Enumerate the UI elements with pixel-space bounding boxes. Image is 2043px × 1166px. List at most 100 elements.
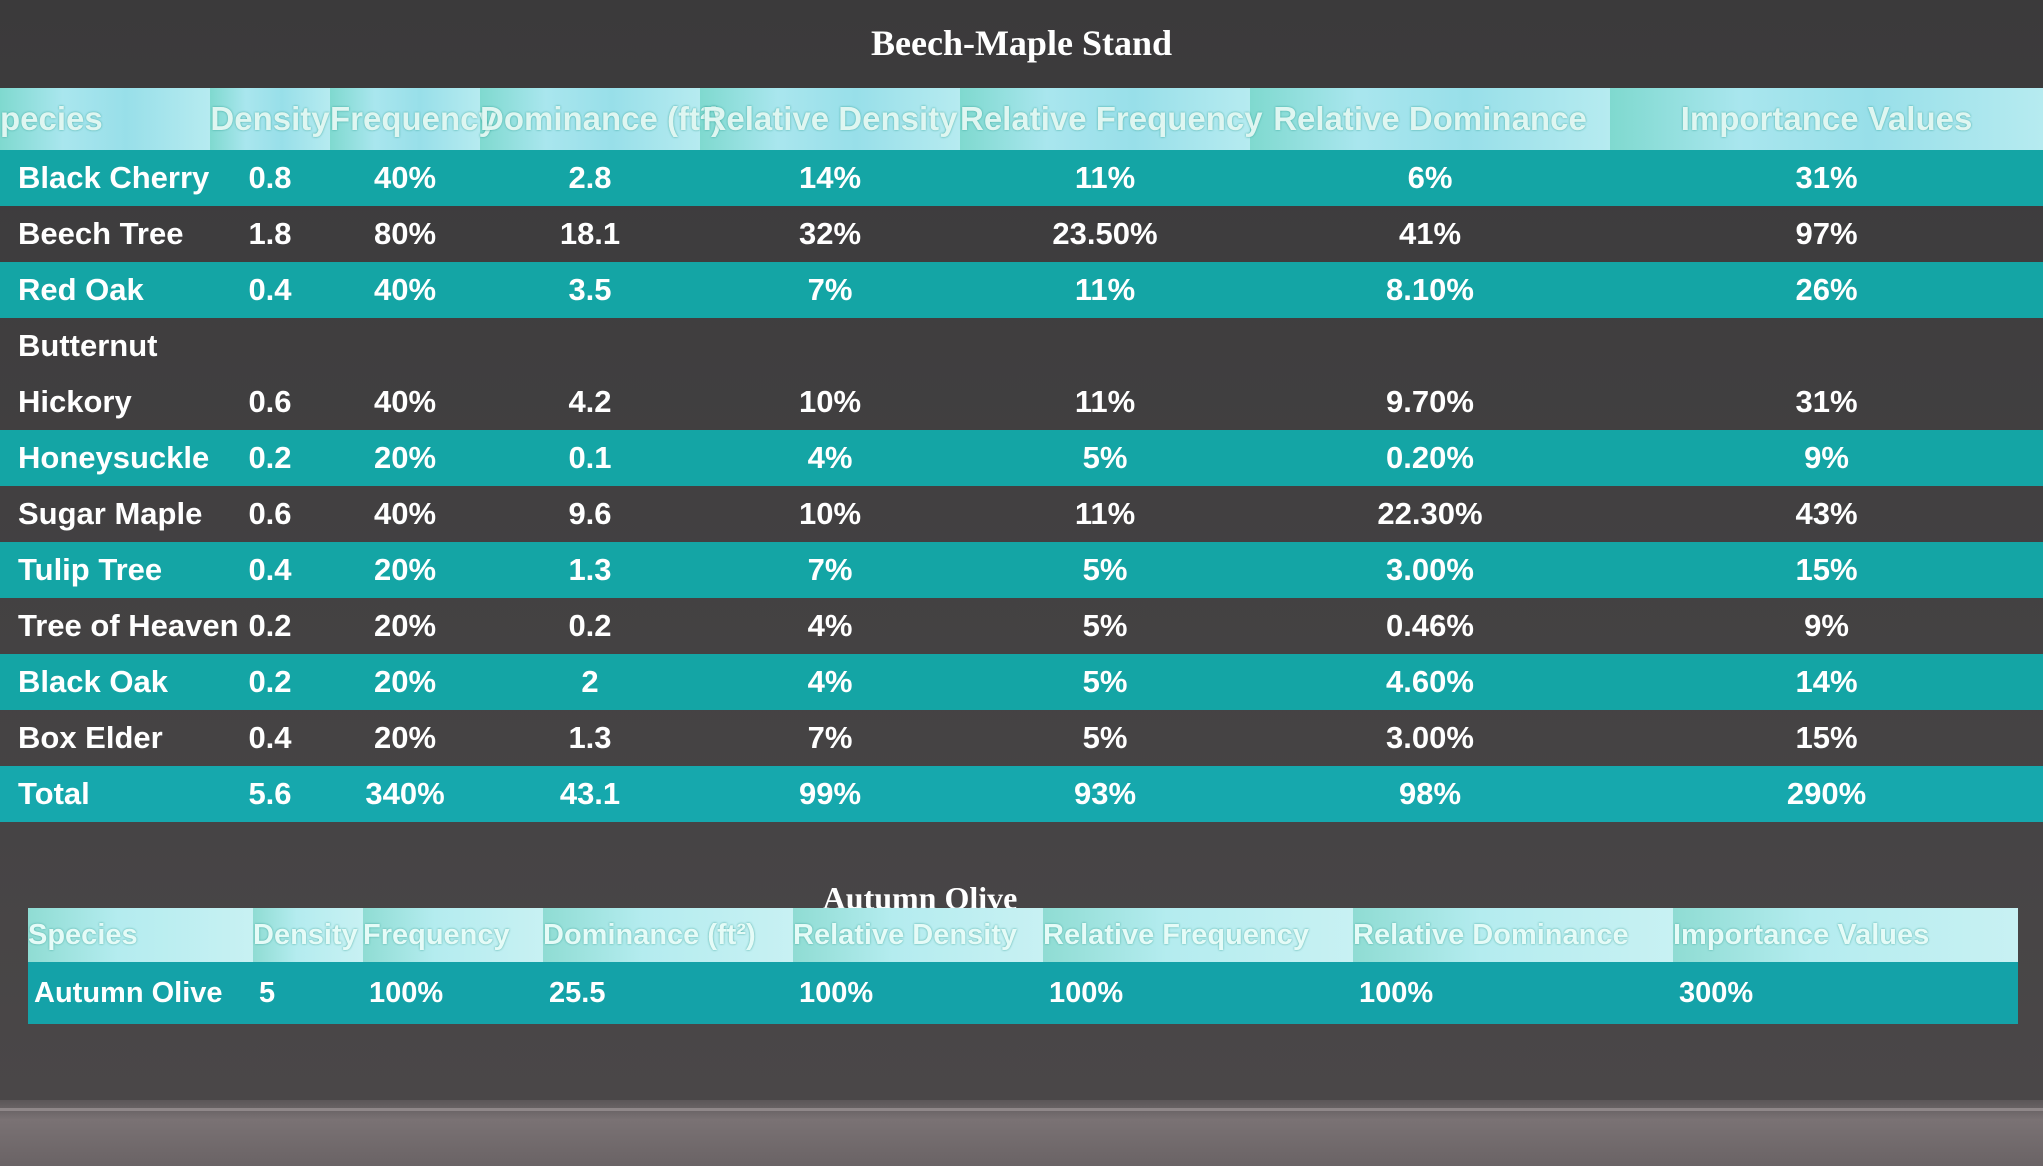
cell-relative-frequency[interactable]: 5% (960, 430, 1250, 486)
cell-importance-values[interactable]: 15% (1795, 720, 1858, 755)
cell-relative-frequency[interactable]: 5% (1082, 608, 1128, 643)
cell-relative-density[interactable] (700, 318, 960, 374)
cell-importance-values[interactable]: 97% (1795, 216, 1858, 251)
olive-header-relative-dominance[interactable]: Relative Dominance (1353, 908, 1673, 962)
cell-density[interactable]: 0.2 (248, 608, 292, 643)
cell-relative-dominance[interactable]: 3.00% (1250, 542, 1610, 598)
cell-density[interactable]: 1.8 (248, 216, 292, 251)
cell-species[interactable]: Tulip Tree (0, 542, 210, 598)
cell-species[interactable]: Tree of Heaven (18, 608, 239, 643)
cell-relative-density[interactable]: 4% (700, 654, 960, 710)
olive-cell-relative-dominance[interactable]: 100% (1353, 962, 1673, 1024)
cell-relative-dominance[interactable]: 3.00% (1386, 720, 1474, 755)
header-density[interactable]: Density (210, 88, 330, 150)
olive-cell-density[interactable]: 5 (253, 962, 363, 1024)
header-importance-values[interactable]: Importance Values (1610, 88, 2043, 150)
olive-header-relative-density[interactable]: Relative Density (793, 908, 1043, 962)
cell-frequency[interactable]: 20% (373, 720, 437, 755)
cell-relative-frequency[interactable]: 5% (1082, 720, 1128, 755)
cell-frequency[interactable]: 20% (330, 542, 480, 598)
olive-cell-species[interactable]: Autumn Olive (28, 962, 253, 1024)
cell-relative-dominance[interactable]: 41% (1398, 216, 1462, 251)
header-relative-frequency[interactable]: Relative Frequency (960, 88, 1263, 150)
cell-species[interactable]: Beech Tree (18, 216, 184, 251)
cell-relative-frequency[interactable]: 11% (1074, 496, 1136, 531)
cell-relative-dominance[interactable]: 0.46% (1386, 608, 1474, 643)
olive-header-relative-frequency[interactable]: Relative Frequency (1043, 908, 1353, 962)
cell-importance-values[interactable]: 43% (1795, 496, 1858, 531)
cell-relative-dominance[interactable]: 6% (1250, 150, 1610, 206)
cell-relative-frequency[interactable]: 23.50% (1052, 216, 1158, 251)
cell-importance-values[interactable]: 15% (1610, 542, 2043, 598)
cell-species[interactable]: Hickory (18, 384, 132, 419)
cell-dominance[interactable]: 2.8 (480, 150, 700, 206)
cell-species[interactable]: Butternut (18, 328, 158, 363)
cell-frequency[interactable]: 20% (330, 430, 480, 486)
cell-species[interactable]: Black Cherry (0, 150, 210, 206)
cell-density[interactable]: 0.6 (248, 496, 292, 531)
cell-importance-values[interactable]: 290% (1610, 766, 2043, 822)
cell-density[interactable]: 0.4 (210, 262, 330, 318)
cell-importance-values[interactable]: 31% (1795, 384, 1858, 419)
cell-importance-values[interactable]: 9% (1804, 608, 1849, 643)
header-relative-dominance[interactable]: Relative Dominance (1250, 88, 1610, 150)
cell-density[interactable]: 5.6 (210, 766, 330, 822)
olive-header-density[interactable]: Density (253, 908, 363, 962)
olive-cell-relative-density[interactable]: 100% (793, 962, 1043, 1024)
cell-frequency[interactable]: 340% (330, 766, 480, 822)
cell-species[interactable]: Total (0, 766, 210, 822)
cell-density[interactable]: 0.6 (248, 384, 292, 419)
cell-dominance[interactable]: 2 (480, 654, 700, 710)
olive-cell-relative-frequency[interactable]: 100% (1043, 962, 1353, 1024)
cell-dominance[interactable]: 18.1 (559, 216, 621, 251)
cell-importance-values[interactable]: 9% (1610, 430, 2043, 486)
cell-frequency[interactable]: 40% (373, 384, 437, 419)
cell-dominance[interactable]: 1.3 (480, 542, 700, 598)
cell-relative-frequency[interactable]: 11% (960, 262, 1250, 318)
cell-dominance[interactable]: 3.5 (480, 262, 700, 318)
olive-header-dominance[interactable]: Dominance (ft²) (543, 908, 793, 962)
cell-dominance[interactable] (480, 318, 700, 374)
cell-importance-values[interactable]: 26% (1610, 262, 2043, 318)
cell-species[interactable]: Red Oak (0, 262, 210, 318)
cell-dominance[interactable]: 1.3 (568, 720, 612, 755)
cell-relative-dominance[interactable]: 8.10% (1250, 262, 1610, 318)
cell-frequency[interactable] (330, 318, 480, 374)
header-frequency[interactable]: Frequency (330, 88, 497, 150)
cell-density[interactable]: 0.4 (210, 542, 330, 598)
cell-relative-frequency[interactable] (960, 318, 1250, 374)
cell-relative-density[interactable]: 4% (700, 430, 960, 486)
olive-header-frequency[interactable]: Frequency (363, 908, 543, 962)
cell-relative-frequency[interactable]: 93% (960, 766, 1250, 822)
cell-relative-frequency[interactable]: 11% (960, 150, 1250, 206)
cell-importance-values[interactable]: 31% (1610, 150, 2043, 206)
cell-relative-dominance[interactable]: 22.30% (1377, 496, 1483, 531)
cell-relative-density[interactable]: 14% (700, 150, 960, 206)
cell-relative-dominance[interactable]: 9.70% (1386, 384, 1474, 419)
cell-relative-dominance[interactable]: 98% (1250, 766, 1610, 822)
olive-cell-importance-values[interactable]: 300% (1673, 962, 2018, 1024)
cell-dominance[interactable]: 43.1 (480, 766, 700, 822)
olive-header-species[interactable]: Species (28, 908, 253, 962)
header-species[interactable]: pecies (0, 88, 210, 150)
cell-relative-density[interactable]: 32% (798, 216, 862, 251)
cell-relative-density[interactable]: 10% (798, 496, 862, 531)
cell-dominance[interactable]: 0.2 (568, 608, 612, 643)
cell-relative-density[interactable]: 4% (807, 608, 853, 643)
olive-cell-frequency[interactable]: 100% (363, 962, 543, 1024)
cell-relative-density[interactable]: 7% (807, 720, 853, 755)
cell-frequency[interactable]: 40% (330, 150, 480, 206)
cell-dominance[interactable]: 0.1 (480, 430, 700, 486)
cell-species[interactable]: Sugar Maple (18, 496, 203, 531)
cell-relative-frequency[interactable]: 5% (960, 542, 1250, 598)
cell-density[interactable]: 0.4 (248, 720, 292, 755)
cell-relative-density[interactable]: 7% (700, 262, 960, 318)
cell-frequency[interactable]: 40% (330, 262, 480, 318)
cell-dominance[interactable]: 4.2 (568, 384, 612, 419)
cell-species[interactable]: Box Elder (18, 720, 163, 755)
cell-species[interactable]: Black Oak (0, 654, 210, 710)
olive-cell-dominance[interactable]: 25.5 (543, 962, 793, 1024)
olive-header-importance-values[interactable]: Importance Values (1673, 908, 2018, 962)
cell-relative-frequency[interactable]: 11% (1074, 384, 1136, 419)
cell-dominance[interactable]: 9.6 (568, 496, 612, 531)
